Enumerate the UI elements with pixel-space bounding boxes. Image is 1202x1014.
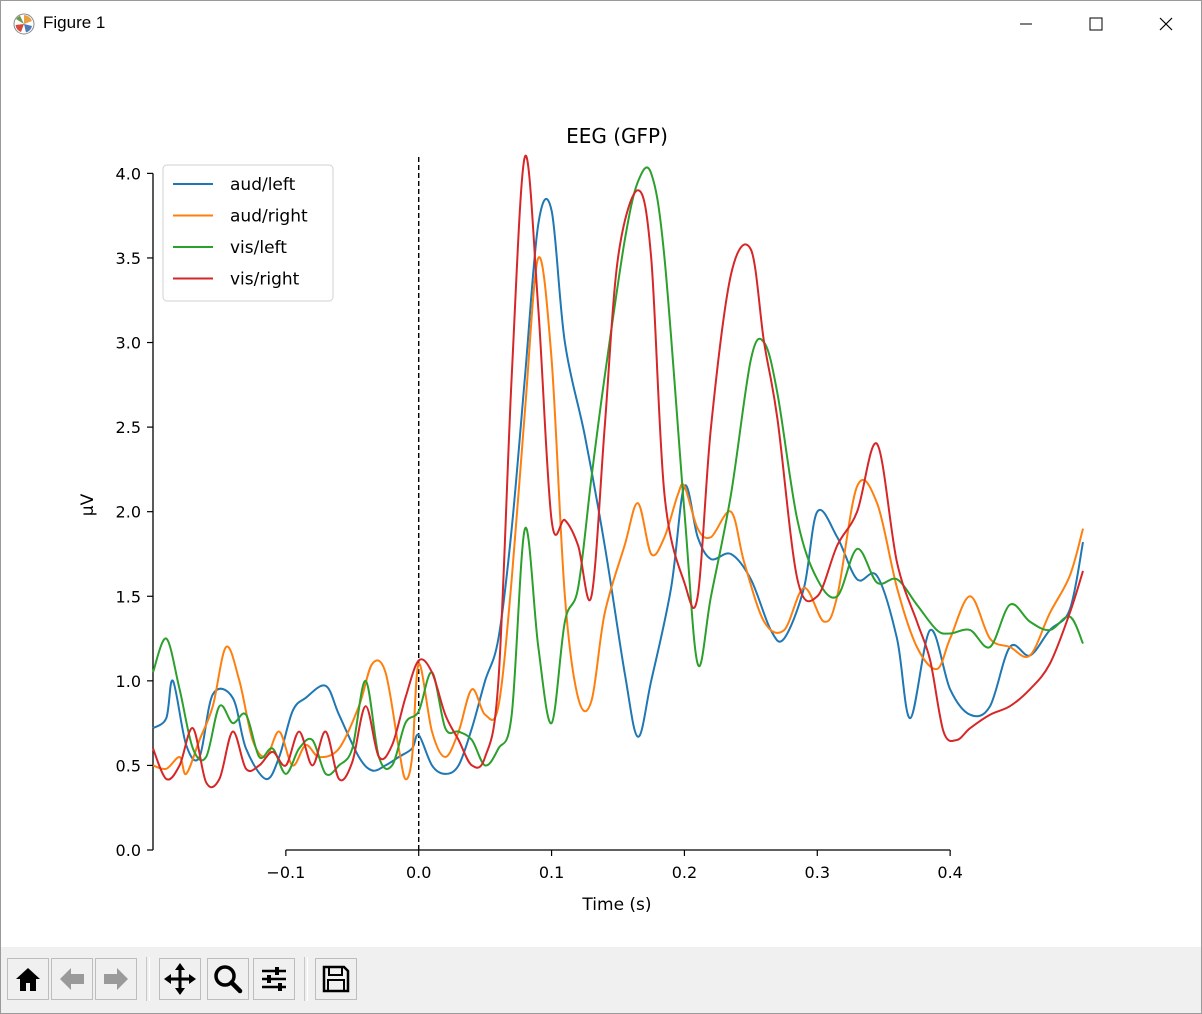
y-tick-label: 3.5: [116, 249, 141, 268]
legend-label: vis/left: [230, 238, 287, 258]
x-axis-label: Time (s): [581, 895, 651, 915]
x-tick-label: 0.4: [937, 863, 962, 882]
forward-button[interactable]: [95, 958, 137, 1000]
series-line-aud-right: [152, 256, 1084, 781]
toolbar-separator: [146, 957, 150, 1001]
maximize-icon: [1089, 17, 1103, 31]
pan-button[interactable]: [159, 958, 201, 1000]
matplotlib-logo-icon: [13, 13, 35, 35]
chart-title: EEG (GFP): [566, 124, 668, 148]
minimize-icon: [1020, 23, 1032, 25]
navigation-toolbar: [1, 947, 1201, 1013]
y-tick-label: 1.5: [116, 587, 141, 606]
series-line-vis-right: [152, 154, 1084, 789]
y-tick-label: 4.0: [116, 164, 141, 183]
x-tick-label: 0.3: [805, 863, 830, 882]
configure-subplots-button[interactable]: [253, 958, 295, 1000]
zoom-button[interactable]: [207, 958, 249, 1000]
minimize-button[interactable]: [991, 1, 1061, 47]
back-button[interactable]: [51, 958, 93, 1000]
save-icon: [322, 965, 350, 993]
y-tick-label: 2.0: [116, 503, 141, 522]
close-icon: [1159, 17, 1173, 31]
y-axis-label: µV: [78, 493, 98, 516]
legend-box: [162, 164, 334, 302]
y-tick-label: 2.5: [116, 418, 141, 437]
zoom-icon: [214, 965, 243, 994]
legend-label: aud/right: [230, 207, 308, 227]
y-tick-label: 0.5: [116, 756, 141, 775]
x-tick-label: 0.0: [406, 863, 431, 882]
maximize-button[interactable]: [1061, 1, 1131, 47]
x-tick-label: 0.1: [539, 863, 564, 882]
save-button[interactable]: [315, 958, 357, 1000]
y-tick-label: 3.0: [116, 334, 141, 353]
x-tick-label: −0.1: [266, 863, 305, 882]
home-icon: [16, 968, 40, 991]
pan-icon: [164, 963, 196, 995]
window-title: Figure 1: [43, 13, 106, 32]
home-button[interactable]: [7, 958, 49, 1000]
legend-label: aud/left: [230, 175, 296, 195]
toolbar-separator: [304, 957, 308, 1001]
figure-canvas[interactable]: EEG (GFP) Time (s) µV 0.0 0.5 1.0 1.5 2.0 2.5…: [1, 47, 1201, 947]
eeg-gfp-chart: EEG (GFP) Time (s) µV 0.0 0.5 1.0 1.5 2.0 2.5…: [78, 124, 1084, 915]
back-icon: [60, 968, 84, 990]
forward-icon: [104, 968, 128, 990]
y-tick-label: 1.0: [116, 672, 141, 691]
close-button[interactable]: [1131, 1, 1201, 47]
y-tick-label: 0.0: [116, 841, 141, 860]
series-line-aud-left: [152, 197, 1084, 781]
title-bar: Figure 1: [1, 1, 1201, 47]
x-tick-label: 0.2: [672, 863, 697, 882]
series-line-vis-left: [152, 166, 1084, 776]
configure-subplots-icon: [262, 967, 286, 991]
legend-label: vis/right: [230, 270, 300, 290]
